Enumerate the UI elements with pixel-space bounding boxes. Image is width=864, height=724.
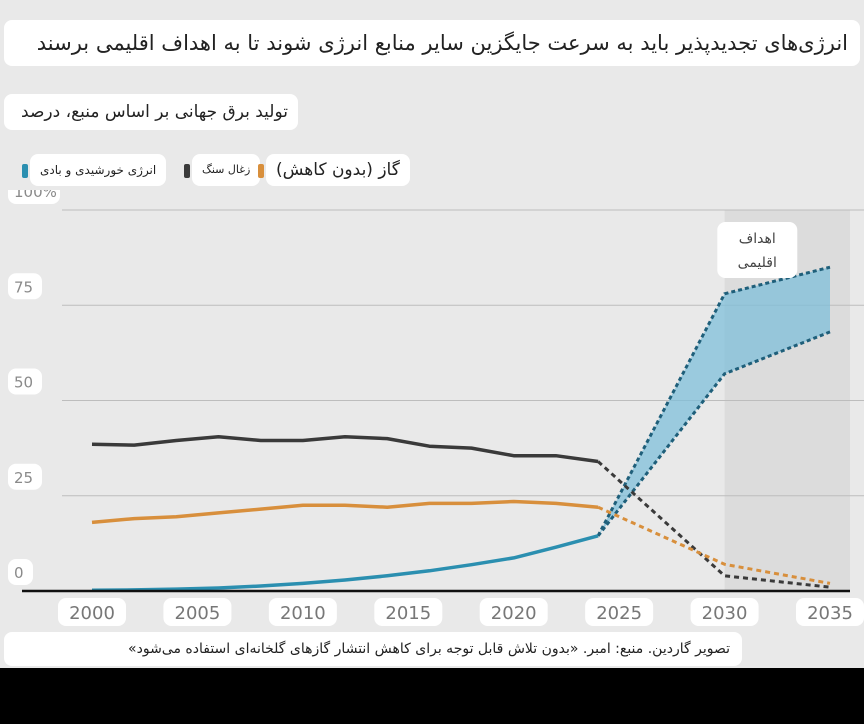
series-solar-wind-projection-high [596,265,831,537]
x-tick-chip [585,598,654,626]
series-solar-wind-projection-low [596,330,831,537]
source-note: تصویر گاردین. منبع: امبر. «بدون تلاش قاب… [4,632,742,666]
y-tick-label: 0 [14,564,24,582]
x-tick-chip [163,598,232,626]
chart-legend: انرژی خورشیدی و بادی زغال سنگ گاز (بدون … [18,150,428,190]
x-tick-chip [58,598,126,626]
y-tick-chip [8,368,42,395]
target-band-label-chip [717,222,798,278]
y-tick-label: 100% [14,190,57,201]
series-solar-wind-projection-band [598,267,830,536]
x-tick-label: 2015 [385,603,431,624]
x-tick-chip [374,598,443,626]
series-solar-wind-line [91,534,599,592]
chart-subtitle: تولید برق جهانی بر اساس منبع، درصد [4,94,298,130]
series-gas-line [91,499,599,525]
legend-label-coal: زغال سنگ [192,154,261,186]
x-tick-chip [690,598,759,626]
y-tick-chip [8,273,42,300]
y-tick-chip [8,463,42,490]
target-band-label: اهداف [739,231,776,247]
legend-label-gas: گاز (بدون کاهش) [266,154,410,186]
legend-label-solar-wind: انرژی خورشیدی و بادی [30,154,167,186]
legend-swatch-coal [184,164,190,178]
x-tick-label: 2030 [702,603,748,624]
y-tick-label: 50 [14,374,33,392]
y-tick-chip [8,190,60,204]
series-gas-projection-line [597,505,831,585]
x-tick-chip [268,598,337,626]
x-tick-chip [796,598,864,626]
series-coal-line [91,434,599,464]
y-tick-label: 75 [14,278,33,296]
series-coal-projection-line [597,460,831,589]
y-tick-chip [8,559,33,585]
target-band-label: اقلیمی [738,255,777,271]
legend-swatch-gas [258,164,264,178]
chart-title: انرژی‌های تجدیدپذیر باید به سرعت جایگزین… [4,20,860,66]
x-tick-label: 2020 [491,603,537,624]
chart-plot-area: 0 25 50 75 100% 2000 2005 2010 2015 2020 2025 2030 2… [8,190,864,626]
x-tick-label: 2035 [807,603,853,624]
legend-swatch-solar-wind [22,164,28,178]
x-tick-label: 2000 [69,603,115,624]
x-tick-label: 2010 [280,603,326,624]
x-tick-label: 2005 [175,603,221,624]
y-tick-label: 25 [14,469,33,487]
x-tick-chip [479,598,548,626]
x-tick-label: 2025 [596,603,642,624]
